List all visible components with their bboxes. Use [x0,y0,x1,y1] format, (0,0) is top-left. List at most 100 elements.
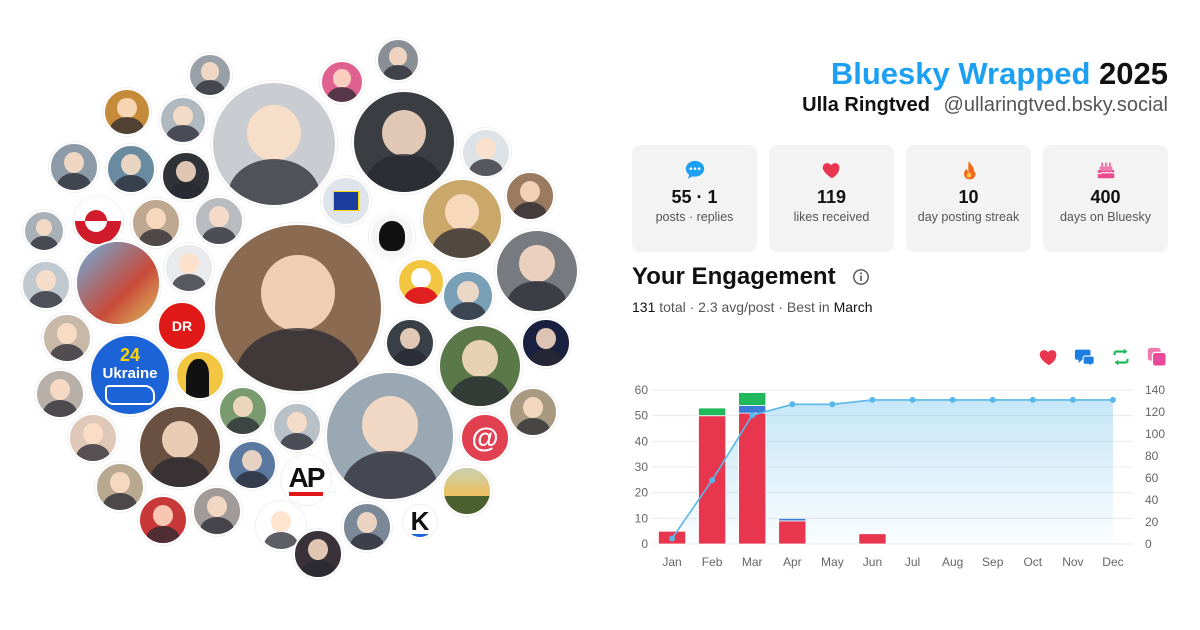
stat-label: days on Bluesky [1059,210,1152,224]
reply-icon[interactable] [1074,346,1096,368]
bar-segment-reposts [698,407,727,417]
stat-value: 400 [1090,187,1121,207]
x-tick-label: Jan [662,555,681,569]
avatar [438,324,522,408]
avatar [495,229,579,313]
y-tick-label-left: 10 [635,511,649,525]
avatar [21,260,71,310]
avatar [272,402,322,452]
avatar [42,313,92,363]
display-name: Ulla Ringtved [802,94,930,116]
ukraine-logo-number: 24 [119,344,141,365]
avatar [106,144,156,194]
x-tick-label: Jun [863,555,882,569]
at-logo-text: @ [471,422,499,453]
x-tick-label: Oct [1023,555,1042,569]
avatar [505,171,555,221]
greenland-flag-icon [73,196,123,246]
engagement-best-month: March [833,299,873,315]
avatar [138,405,222,489]
ap-logo-text: AP [288,464,325,496]
user-line: Ulla Ringtved @ullaringtved.bsky.social [802,94,1168,117]
avatar [293,529,343,579]
avatar [320,60,364,104]
y-tick-label-left: 30 [635,460,649,474]
cumulative-point [989,396,996,403]
heart-icon [822,163,839,179]
y-tick-label-right: 40 [1145,493,1159,507]
engagement-total-label: total [659,299,686,315]
stat-value: 10 [958,187,979,207]
dr-logo-text: DR [171,318,193,334]
meme-image [75,240,161,326]
avatar [213,223,383,393]
k-logo-text: K [410,505,430,537]
avatar [138,495,188,545]
x-tick-label: Aug [942,555,963,569]
avatar [256,501,306,551]
stat-value: 119 [816,187,847,207]
avatar [23,210,65,252]
avatar [131,198,181,248]
engagement-avg: 2.3 avg/post [698,299,775,315]
bar-segment-replies [778,517,807,522]
bar-segment-likes [778,520,807,545]
cumulative-point [869,396,876,403]
bar-segment-reposts [738,392,767,406]
avatar [385,318,435,368]
info-icon[interactable] [852,268,870,286]
avatar [521,318,571,368]
x-tick-label: Sep [982,555,1004,569]
x-tick-label: Jul [905,555,920,569]
engagement-best-label: Best in [786,299,830,315]
avatar [161,151,211,201]
avatar [211,81,337,207]
quote-icon[interactable] [1146,346,1168,368]
avatar [188,53,232,97]
cumulative-line [671,399,1113,539]
engagement-total: 131 [632,299,656,315]
avatar [376,38,420,82]
chart-legend [1038,346,1168,368]
user-handle: @ullaringtved.bsky.social [943,94,1168,116]
x-tick-label: Dec [1102,555,1123,569]
cumulative-point [669,535,676,542]
heart-icon[interactable] [1038,346,1060,368]
cartoon-avatar [397,258,445,306]
avatar [421,178,503,260]
y-tick-label-left: 50 [635,409,649,423]
avatar [103,88,151,136]
avatar [192,486,242,536]
stat-label: day posting streak [917,210,1020,224]
avatar [325,371,455,501]
y-tick-label-right: 80 [1145,449,1159,463]
avatar [194,196,244,246]
page-title: Bluesky Wrapped 2025 [831,56,1168,92]
x-tick-label: Apr [783,555,802,569]
cumulative-area [672,399,1113,544]
avatar [164,243,214,293]
stat-value: 55 · 1 [671,187,718,207]
stat-label: posts · replies [655,210,734,224]
avatar [352,90,456,194]
stat-label: likes received [793,210,870,224]
avatar [218,386,268,436]
summary-panel: Bluesky Wrapped 2025 Ulla Ringtved @ulla… [632,0,1168,630]
k-logo: K [403,505,437,539]
y-tick-label-right: 100 [1145,427,1165,441]
speech-bubble-icon [685,160,704,179]
avatar [227,440,277,490]
avatar [159,96,207,144]
avatar-collage: DR 24 Ukraine @ AP K [21,38,579,579]
cumulative-point [829,401,836,408]
repost-icon[interactable] [1110,346,1132,368]
y-tick-label-right: 0 [1145,537,1152,551]
stat-card-posts: 55 · 1 posts · replies [632,145,757,252]
y-tick-label-left: 60 [635,383,649,397]
y-tick-label-right: 60 [1145,471,1159,485]
title-year: 2025 [1099,56,1168,91]
bar-segment-likes [858,533,887,545]
cumulative-point [1029,396,1036,403]
ukraine-logo: 24 Ukraine [89,334,171,416]
avatar [95,462,145,512]
